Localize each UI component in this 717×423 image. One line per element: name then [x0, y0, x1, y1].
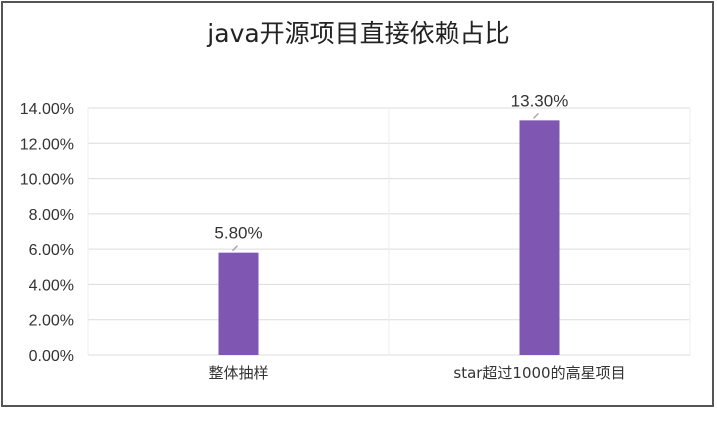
y-axis-ticks: 0.00% 2.00% 4.00% 6.00% 8.00% 10.00% 12.00% 14.… — [20, 101, 74, 365]
y-tick-label: 8.00% — [29, 207, 74, 224]
data-labels: 5.80% 13.30% — [214, 91, 569, 252]
x-axis-categories: 整体抽样 star超过1000的高星项目 — [208, 364, 625, 382]
y-tick-label: 0.00% — [29, 348, 74, 365]
category-label: star超过1000的高星项目 — [453, 364, 625, 382]
label-leader — [532, 112, 540, 119]
bars — [218, 120, 560, 355]
chart-frame — [1, 1, 714, 407]
y-tick-label: 12.00% — [20, 136, 74, 153]
y-tick-label: 10.00% — [20, 172, 74, 189]
data-label: 5.80% — [214, 224, 262, 243]
chart-title: java开源项目直接依赖占比 — [207, 19, 510, 48]
y-tick-label: 2.00% — [29, 313, 74, 330]
y-tick-label: 14.00% — [20, 101, 74, 118]
y-tick-label: 6.00% — [29, 242, 74, 259]
grid-lines — [87, 107, 691, 356]
bar — [519, 120, 560, 355]
label-leader — [231, 245, 239, 252]
y-tick-label: 4.00% — [29, 277, 74, 294]
category-label: 整体抽样 — [208, 364, 268, 382]
data-label: 13.30% — [511, 91, 569, 110]
bar — [218, 252, 259, 355]
